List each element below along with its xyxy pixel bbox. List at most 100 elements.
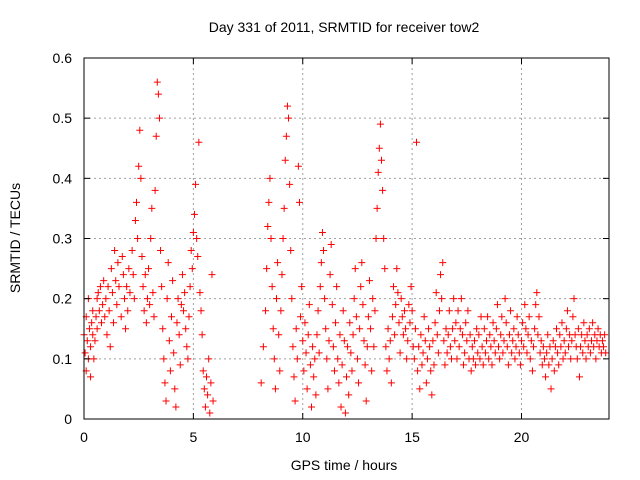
data-point	[525, 313, 533, 321]
data-point	[481, 349, 489, 357]
data-point	[512, 343, 520, 351]
data-point	[429, 337, 437, 345]
data-point	[309, 343, 317, 351]
data-point	[206, 409, 214, 417]
data-point	[189, 228, 197, 236]
data-point	[438, 295, 446, 303]
data-point	[164, 259, 172, 267]
data-point	[510, 325, 518, 333]
data-point	[154, 90, 162, 98]
data-point	[160, 355, 168, 363]
data-point	[433, 331, 441, 339]
data-point	[330, 367, 338, 375]
data-point	[315, 349, 323, 357]
data-point	[359, 301, 367, 309]
data-point	[192, 180, 200, 188]
data-point	[355, 379, 363, 387]
data-point	[537, 337, 545, 345]
data-point	[287, 247, 295, 255]
data-point	[350, 295, 358, 303]
data-point	[558, 319, 566, 327]
data-point	[257, 379, 265, 387]
data-point	[396, 349, 404, 357]
data-point	[118, 253, 126, 261]
data-point	[187, 247, 195, 255]
data-point	[262, 307, 270, 315]
data-point	[275, 331, 283, 339]
data-point	[413, 138, 420, 146]
data-point	[582, 355, 590, 363]
data-point	[473, 325, 481, 333]
y-tick-label: 0.4	[53, 170, 73, 186]
data-point	[270, 355, 278, 363]
data-point	[421, 337, 429, 345]
data-point	[321, 295, 329, 303]
data-point	[341, 409, 349, 417]
data-point	[449, 325, 457, 333]
y-tick-label: 0.6	[53, 50, 73, 66]
data-point	[277, 307, 285, 315]
data-point	[147, 235, 155, 242]
data-point	[505, 331, 513, 339]
data-point	[385, 355, 393, 363]
data-point	[367, 325, 375, 333]
data-point	[193, 235, 201, 242]
data-point	[95, 307, 103, 315]
data-point	[171, 385, 179, 393]
data-point	[411, 325, 419, 333]
data-point	[87, 373, 95, 381]
data-point	[526, 355, 534, 363]
data-point	[509, 337, 517, 345]
data-point	[273, 295, 280, 303]
data-point	[166, 367, 174, 375]
data-point	[563, 307, 571, 315]
data-point	[81, 349, 89, 357]
data-point	[135, 162, 143, 170]
data-point	[264, 222, 272, 230]
data-point	[555, 361, 563, 369]
data-point	[99, 301, 107, 309]
data-point	[511, 355, 519, 363]
x-tick-label: 20	[514, 429, 530, 445]
data-point	[332, 319, 340, 327]
data-point	[382, 343, 390, 351]
data-point	[464, 307, 472, 315]
data-point	[456, 325, 464, 333]
data-point	[454, 307, 462, 315]
data-point	[294, 162, 302, 170]
data-point	[313, 331, 321, 339]
data-point	[316, 283, 324, 291]
data-point	[327, 241, 335, 249]
data-point	[310, 373, 318, 381]
data-point	[577, 343, 585, 351]
data-point	[195, 138, 203, 146]
data-point	[570, 295, 578, 303]
data-point	[488, 361, 496, 369]
data-point	[352, 313, 360, 321]
data-point	[536, 349, 544, 357]
data-point	[289, 343, 297, 351]
data-point	[343, 373, 350, 381]
data-point	[182, 325, 190, 333]
data-point	[301, 319, 309, 327]
data-point	[515, 349, 523, 357]
data-point	[562, 325, 570, 333]
data-point	[469, 355, 477, 363]
data-point	[152, 132, 160, 140]
data-point	[163, 295, 171, 303]
data-point	[292, 325, 300, 333]
data-point	[371, 307, 379, 315]
data-point	[180, 307, 188, 315]
data-point	[358, 259, 366, 267]
data-point	[363, 343, 371, 351]
data-point	[405, 301, 413, 309]
data-point	[540, 355, 548, 363]
data-point	[520, 343, 528, 351]
data-point	[269, 325, 277, 333]
data-point	[267, 235, 275, 242]
data-point	[573, 355, 581, 363]
data-point	[280, 204, 288, 212]
data-point	[320, 247, 328, 255]
y-tick-label: 0	[64, 411, 72, 427]
data-point	[460, 361, 468, 369]
